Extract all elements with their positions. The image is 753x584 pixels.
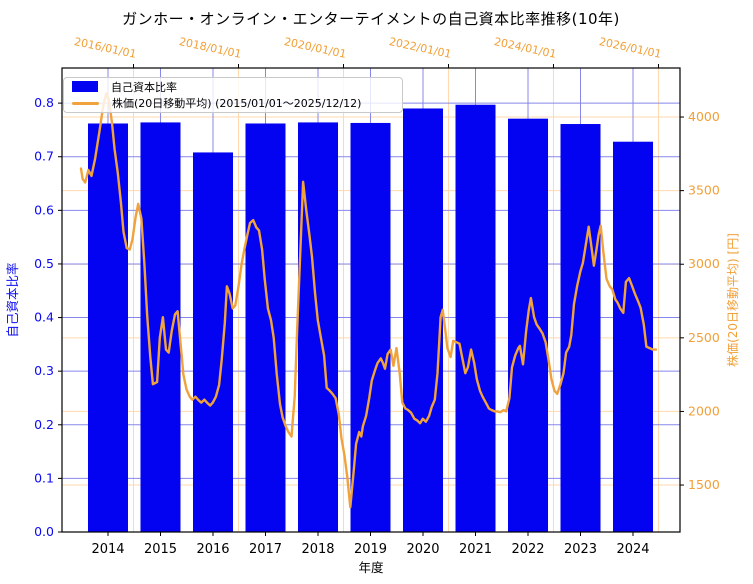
legend-line-label: 株価(20日移動平均) (2015/01/01～2025/12/12) [112, 97, 362, 111]
bottom-tick-label: 2021 [459, 542, 492, 557]
bottom-tick-label: 2024 [616, 542, 649, 557]
bottom-tick-label: 2020 [406, 542, 439, 557]
legend-line-swatch [72, 101, 99, 105]
top-tick-label: 2024/01/01 [493, 35, 558, 61]
bottom-tick-label: 2019 [354, 542, 387, 557]
bar-2020 [402, 108, 444, 533]
bar-2017 [245, 123, 286, 532]
left-tick-label: 0.8 [34, 95, 54, 110]
legend: 自己資本比率 株価(20日移動平均) (2015/01/01～2025/12/1… [63, 77, 403, 113]
bottom-tick-label: 2022 [511, 542, 544, 557]
bar-2016 [192, 152, 233, 532]
legend-item-equity-ratio: 自己資本比率 [64, 79, 402, 95]
top-tick-label: 2026/01/01 [598, 35, 663, 61]
legend-bar-swatch [72, 81, 98, 93]
bottom-tick-label: 2016 [196, 542, 229, 557]
stock-price-line [79, 92, 658, 509]
left-tick-label: 0.2 [34, 417, 54, 432]
right-tick-label: 2500 [688, 330, 720, 345]
bottom-tick-label: 2018 [301, 542, 334, 557]
left-tick-label: 0.5 [34, 256, 54, 271]
bar-2019 [350, 122, 391, 532]
left-tick-label: 0.4 [34, 310, 54, 325]
legend-bar-label: 自己資本比率 [111, 80, 177, 94]
top-tick-label: 2016/01/01 [73, 35, 138, 61]
right-tick-label: 2000 [688, 403, 720, 418]
top-tick-label: 2022/01/01 [388, 35, 453, 61]
bottom-tick-label: 2017 [249, 542, 282, 557]
legend-item-stock-price: 株価(20日移動平均) (2015/01/01～2025/12/12) [64, 95, 402, 111]
bar-2023 [560, 124, 601, 533]
bar-2021 [455, 104, 496, 533]
left-tick-label: 0.3 [34, 363, 54, 378]
right-tick-label: 1500 [688, 477, 720, 492]
chart-title: ガンホー・オンライン・エンターテイメントの自己資本比率推移(10年) [122, 10, 620, 28]
right-axis-title: 株価(20日移動平均) [円] [725, 233, 740, 367]
bottom-tick-label: 2015 [144, 542, 177, 557]
right-tick-label: 4000 [688, 109, 720, 124]
top-tick-label: 2018/01/01 [178, 35, 243, 61]
left-tick-label: 0.0 [34, 524, 54, 539]
left-tick-label: 0.1 [34, 470, 54, 485]
left-tick-label: 0.7 [34, 149, 54, 164]
bar-2014 [87, 123, 128, 532]
bottom-axis-title: 年度 [358, 560, 384, 575]
bottom-tick-label: 2023 [564, 542, 597, 557]
right-tick-label: 3000 [688, 256, 720, 271]
left-axis-title: 自己資本比率 [5, 262, 20, 337]
bottom-tick-label: 2014 [91, 542, 124, 557]
top-tick-label: 2020/01/01 [283, 35, 348, 61]
right-tick-label: 3500 [688, 183, 720, 198]
bar-2024 [613, 141, 654, 533]
left-tick-label: 0.6 [34, 202, 54, 217]
